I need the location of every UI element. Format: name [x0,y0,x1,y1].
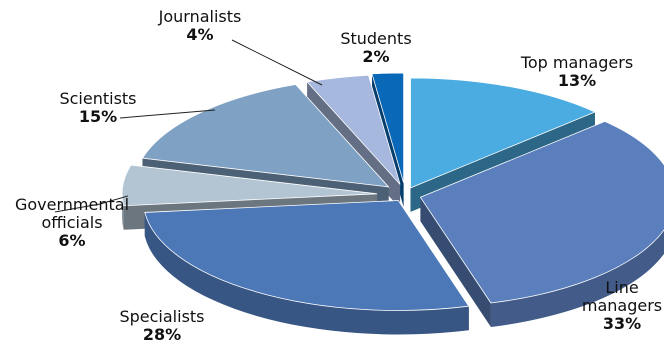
label-name-top-managers-0: Top managers [520,53,633,72]
leader-lines [54,39,323,213]
label-name-journalists-0: Journalists [158,7,242,26]
label-name-governmental-officials-0: Governmental [15,195,129,214]
slice-students [371,72,405,184]
slice-labels: Top managers 13% Line managers 33% Specialist… [15,7,662,344]
label-value-scientists: 15% [79,107,117,126]
label-top-managers: Top managers 13% [520,53,633,90]
leader-line-journalists [231,39,323,86]
label-name-students-0: Students [340,29,411,48]
label-governmental-officials: Governmental officials 6% [15,195,129,250]
label-name-specialists-0: Specialists [119,307,204,326]
slice-line-managers [419,120,664,304]
label-value-line-managers: 33% [603,314,641,333]
leader-line-scientists [119,109,216,119]
label-value-students: 2% [362,47,389,66]
slice-side-governmental-officials-0 [122,193,124,230]
slice-specialists [144,200,470,311]
slice-governmental-officials [121,164,378,207]
slice-side-line-managers-0 [490,229,664,328]
label-line-managers: Line managers 33% [582,278,662,333]
label-name-scientists-0: Scientists [59,89,136,108]
label-name-governmental-officials-1: officials [41,213,102,232]
label-scientists: Scientists 15% [59,89,136,126]
leader-line-governmental-officials [54,195,129,213]
slice-tops [121,72,664,311]
label-value-specialists: 28% [143,325,181,344]
label-name-line-managers-0: Line [605,278,638,297]
label-specialists: Specialists 28% [119,307,204,344]
slice-scientists [141,84,390,188]
label-value-journalists: 4% [186,25,213,44]
slice-top-managers [410,77,596,189]
label-value-governmental-officials: 6% [58,231,85,250]
slice-side-specialists-0 [144,212,469,335]
label-value-top-managers: 13% [558,71,596,90]
slice-journalists [306,74,401,185]
label-name-line-managers-1: managers [582,296,662,315]
label-journalists: Journalists 4% [158,7,242,44]
label-students: Students 2% [340,29,411,66]
slice-wall-line-managers-1 [420,197,491,328]
